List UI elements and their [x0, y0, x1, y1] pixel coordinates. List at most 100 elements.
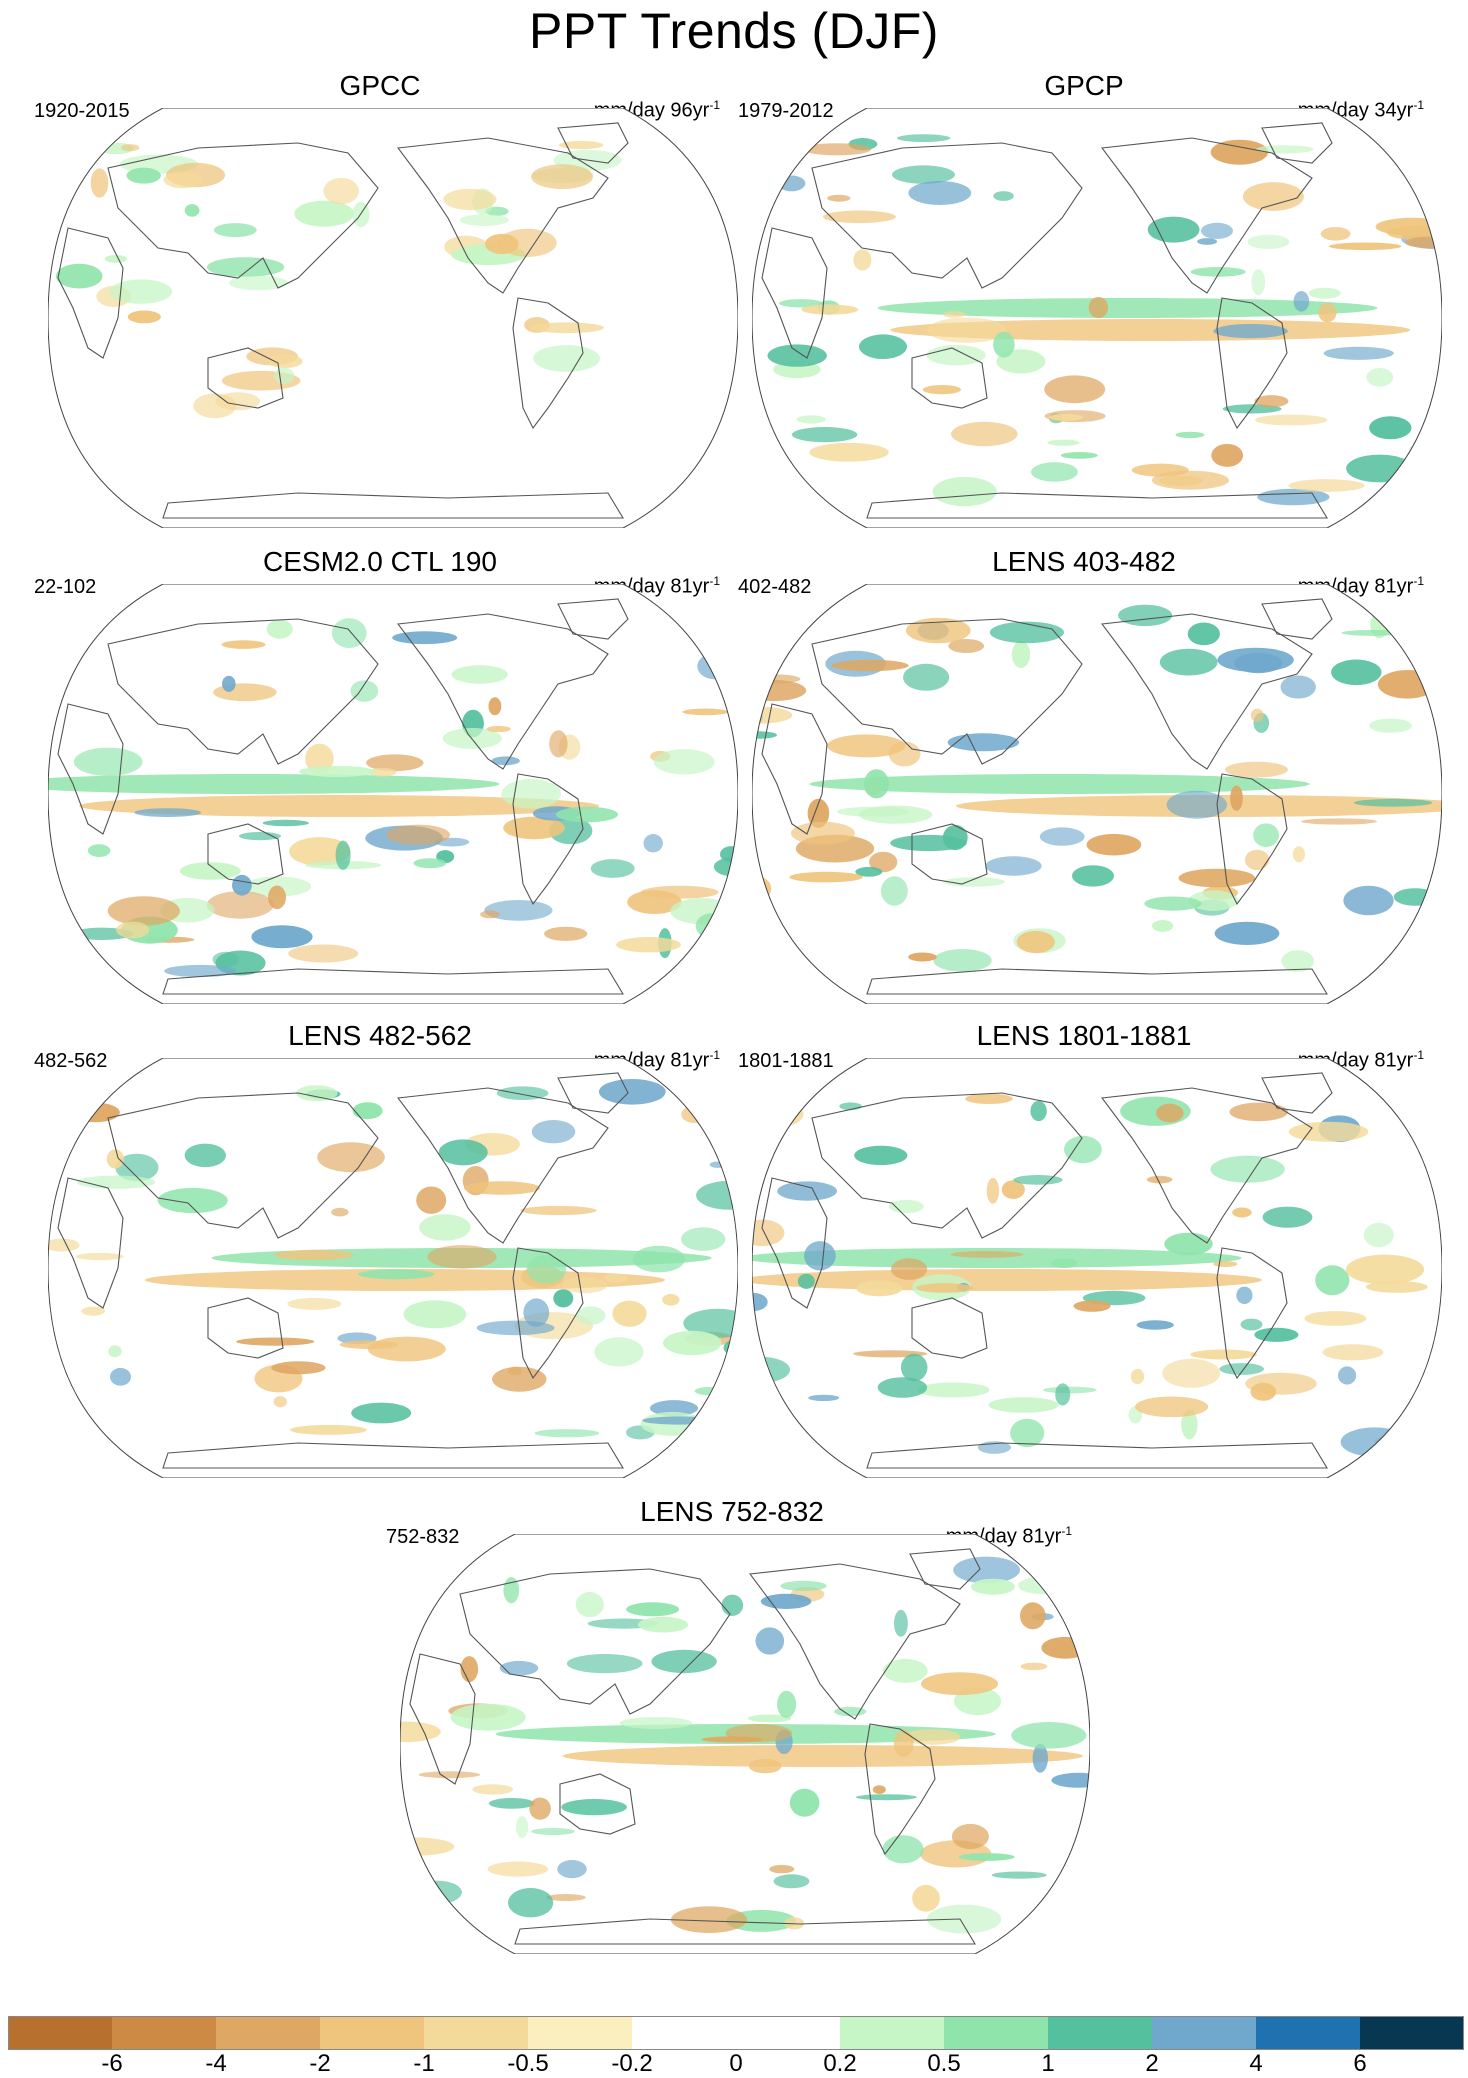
- precip-trend-band: [562, 1745, 1083, 1767]
- precip-trend-patch: [986, 1177, 1000, 1204]
- map-outline: [48, 1058, 738, 1478]
- precip-trend-band: [890, 319, 1411, 341]
- coastline-north-america: [1100, 613, 1313, 770]
- precip-trend-patch: [970, 1578, 1015, 1595]
- precip-trend-patch: [1136, 1320, 1174, 1330]
- precip-trend-patch: [55, 263, 103, 289]
- precip-trend-patch: [1210, 139, 1269, 165]
- precip-trend-patch: [755, 1627, 785, 1655]
- precip-trend-patch: [366, 754, 424, 772]
- precip-trend-patch: [709, 1161, 726, 1168]
- map-outline: [752, 584, 1442, 1004]
- coastline-eurasia: [107, 1092, 379, 1239]
- coastline-greenland: [1261, 598, 1333, 640]
- colorbar-swatch: [8, 2016, 113, 2050]
- precip-trend-patch: [450, 1703, 526, 1731]
- panel-period: 1979-2012: [738, 100, 834, 122]
- precip-trend-patch: [859, 805, 933, 824]
- precip-trend-patch: [1018, 1576, 1067, 1595]
- precip-trend-patch: [443, 188, 497, 211]
- precip-trend-patch: [603, 1273, 628, 1283]
- precip-trend-patch: [662, 1294, 680, 1306]
- map-outline: [752, 108, 1442, 528]
- precip-trend-patch: [951, 421, 1018, 447]
- precip-trend-patch: [1253, 823, 1279, 847]
- precip-trend-patch: [598, 1079, 666, 1105]
- precip-trend-patch: [239, 832, 281, 841]
- coastline-north-america: [396, 613, 609, 770]
- precip-trend-patch: [1236, 1286, 1253, 1304]
- coastline-africa: [57, 703, 124, 835]
- precip-trend-patch: [1219, 1363, 1264, 1375]
- map-background: [48, 108, 738, 528]
- coastline-australia: [207, 347, 284, 409]
- precip-trend-patch: [294, 200, 354, 227]
- precip-trend-patch: [594, 1337, 644, 1367]
- precip-trend-patch: [1254, 395, 1289, 408]
- precip-trend-patch: [1318, 302, 1337, 323]
- precip-trend-patch: [908, 952, 937, 962]
- precip-trend-patch: [1011, 641, 1031, 668]
- colorbar-tick-label: 2: [1145, 2050, 1159, 2077]
- precip-trend-patch: [1178, 868, 1256, 888]
- coastline-eurasia: [107, 618, 379, 765]
- precip-trend-patch: [637, 1616, 689, 1633]
- colorbar-tick-label: 1: [1041, 2050, 1055, 2077]
- colorbar-swatch: [528, 2016, 633, 2050]
- precip-trend-patch: [1340, 1427, 1409, 1457]
- precip-trend-patch: [760, 1593, 812, 1609]
- precip-trend-patch: [642, 1416, 716, 1425]
- precip-trend-patch: [1251, 269, 1266, 296]
- precip-trend-patch: [933, 949, 992, 972]
- precip-trend-patch: [163, 171, 202, 189]
- precip-trend-patch: [557, 1860, 587, 1879]
- precip-trend-patch: [922, 385, 962, 395]
- precip-trend-patch: [888, 1199, 924, 1214]
- precip-trend-patch: [853, 249, 872, 271]
- panel-period: 482-562: [34, 1050, 108, 1072]
- precip-trend-patch: [942, 824, 968, 851]
- coastline-antarctica: [866, 492, 1328, 519]
- precip-trend-patch: [1234, 652, 1283, 674]
- precip-trend-patch: [882, 1835, 924, 1864]
- precip-trend-patch: [900, 1353, 928, 1382]
- precip-trend-patch: [1369, 718, 1413, 733]
- precip-trend-patch: [1088, 296, 1109, 319]
- precip-trend-patch: [358, 1269, 435, 1280]
- precip-trend-patch: [488, 1798, 535, 1809]
- precip-trend-patch: [73, 747, 143, 776]
- colorbar-tick-label: -0.2: [611, 2050, 653, 2077]
- precip-trend-patch: [780, 1580, 827, 1591]
- precip-trend-patch: [442, 727, 502, 749]
- trend-field: [752, 122, 1442, 519]
- precip-trend-patch: [274, 367, 295, 385]
- precip-trend-patch: [335, 840, 351, 870]
- coastline-greenland: [557, 1072, 629, 1114]
- coastline-greenland: [557, 122, 629, 164]
- precip-trend-patch: [544, 926, 588, 941]
- precip-trend-patch: [184, 204, 200, 217]
- precip-trend-patch: [530, 322, 604, 334]
- precip-trend-patch: [438, 1139, 488, 1166]
- precip-trend-patch: [134, 808, 201, 817]
- precip-trend-patch: [290, 1424, 367, 1435]
- precip-trend-patch: [460, 1656, 479, 1683]
- precip-trend-patch: [268, 885, 286, 910]
- precip-trend-patch: [1159, 648, 1218, 676]
- precip-trend-patch: [682, 708, 728, 716]
- precip-trend-patch: [1292, 846, 1305, 863]
- precip-trend-patch: [1247, 234, 1290, 250]
- precip-trend-patch: [752, 484, 768, 498]
- precip-trend-patch: [236, 1337, 315, 1346]
- precip-trend-patch: [267, 354, 303, 368]
- map-outline: [48, 108, 738, 528]
- precip-trend-patch: [221, 640, 266, 649]
- colorbar-swatch: [1256, 2016, 1361, 2050]
- precip-trend-patch: [1388, 1083, 1442, 1097]
- coastline-antarctica: [162, 1442, 624, 1469]
- precip-trend-patch: [427, 1245, 497, 1269]
- precip-trend-patch: [1353, 798, 1433, 807]
- map-outline: [400, 1534, 1090, 1954]
- precip-trend-patch: [179, 862, 241, 880]
- precip-trend-patch: [274, 1249, 354, 1261]
